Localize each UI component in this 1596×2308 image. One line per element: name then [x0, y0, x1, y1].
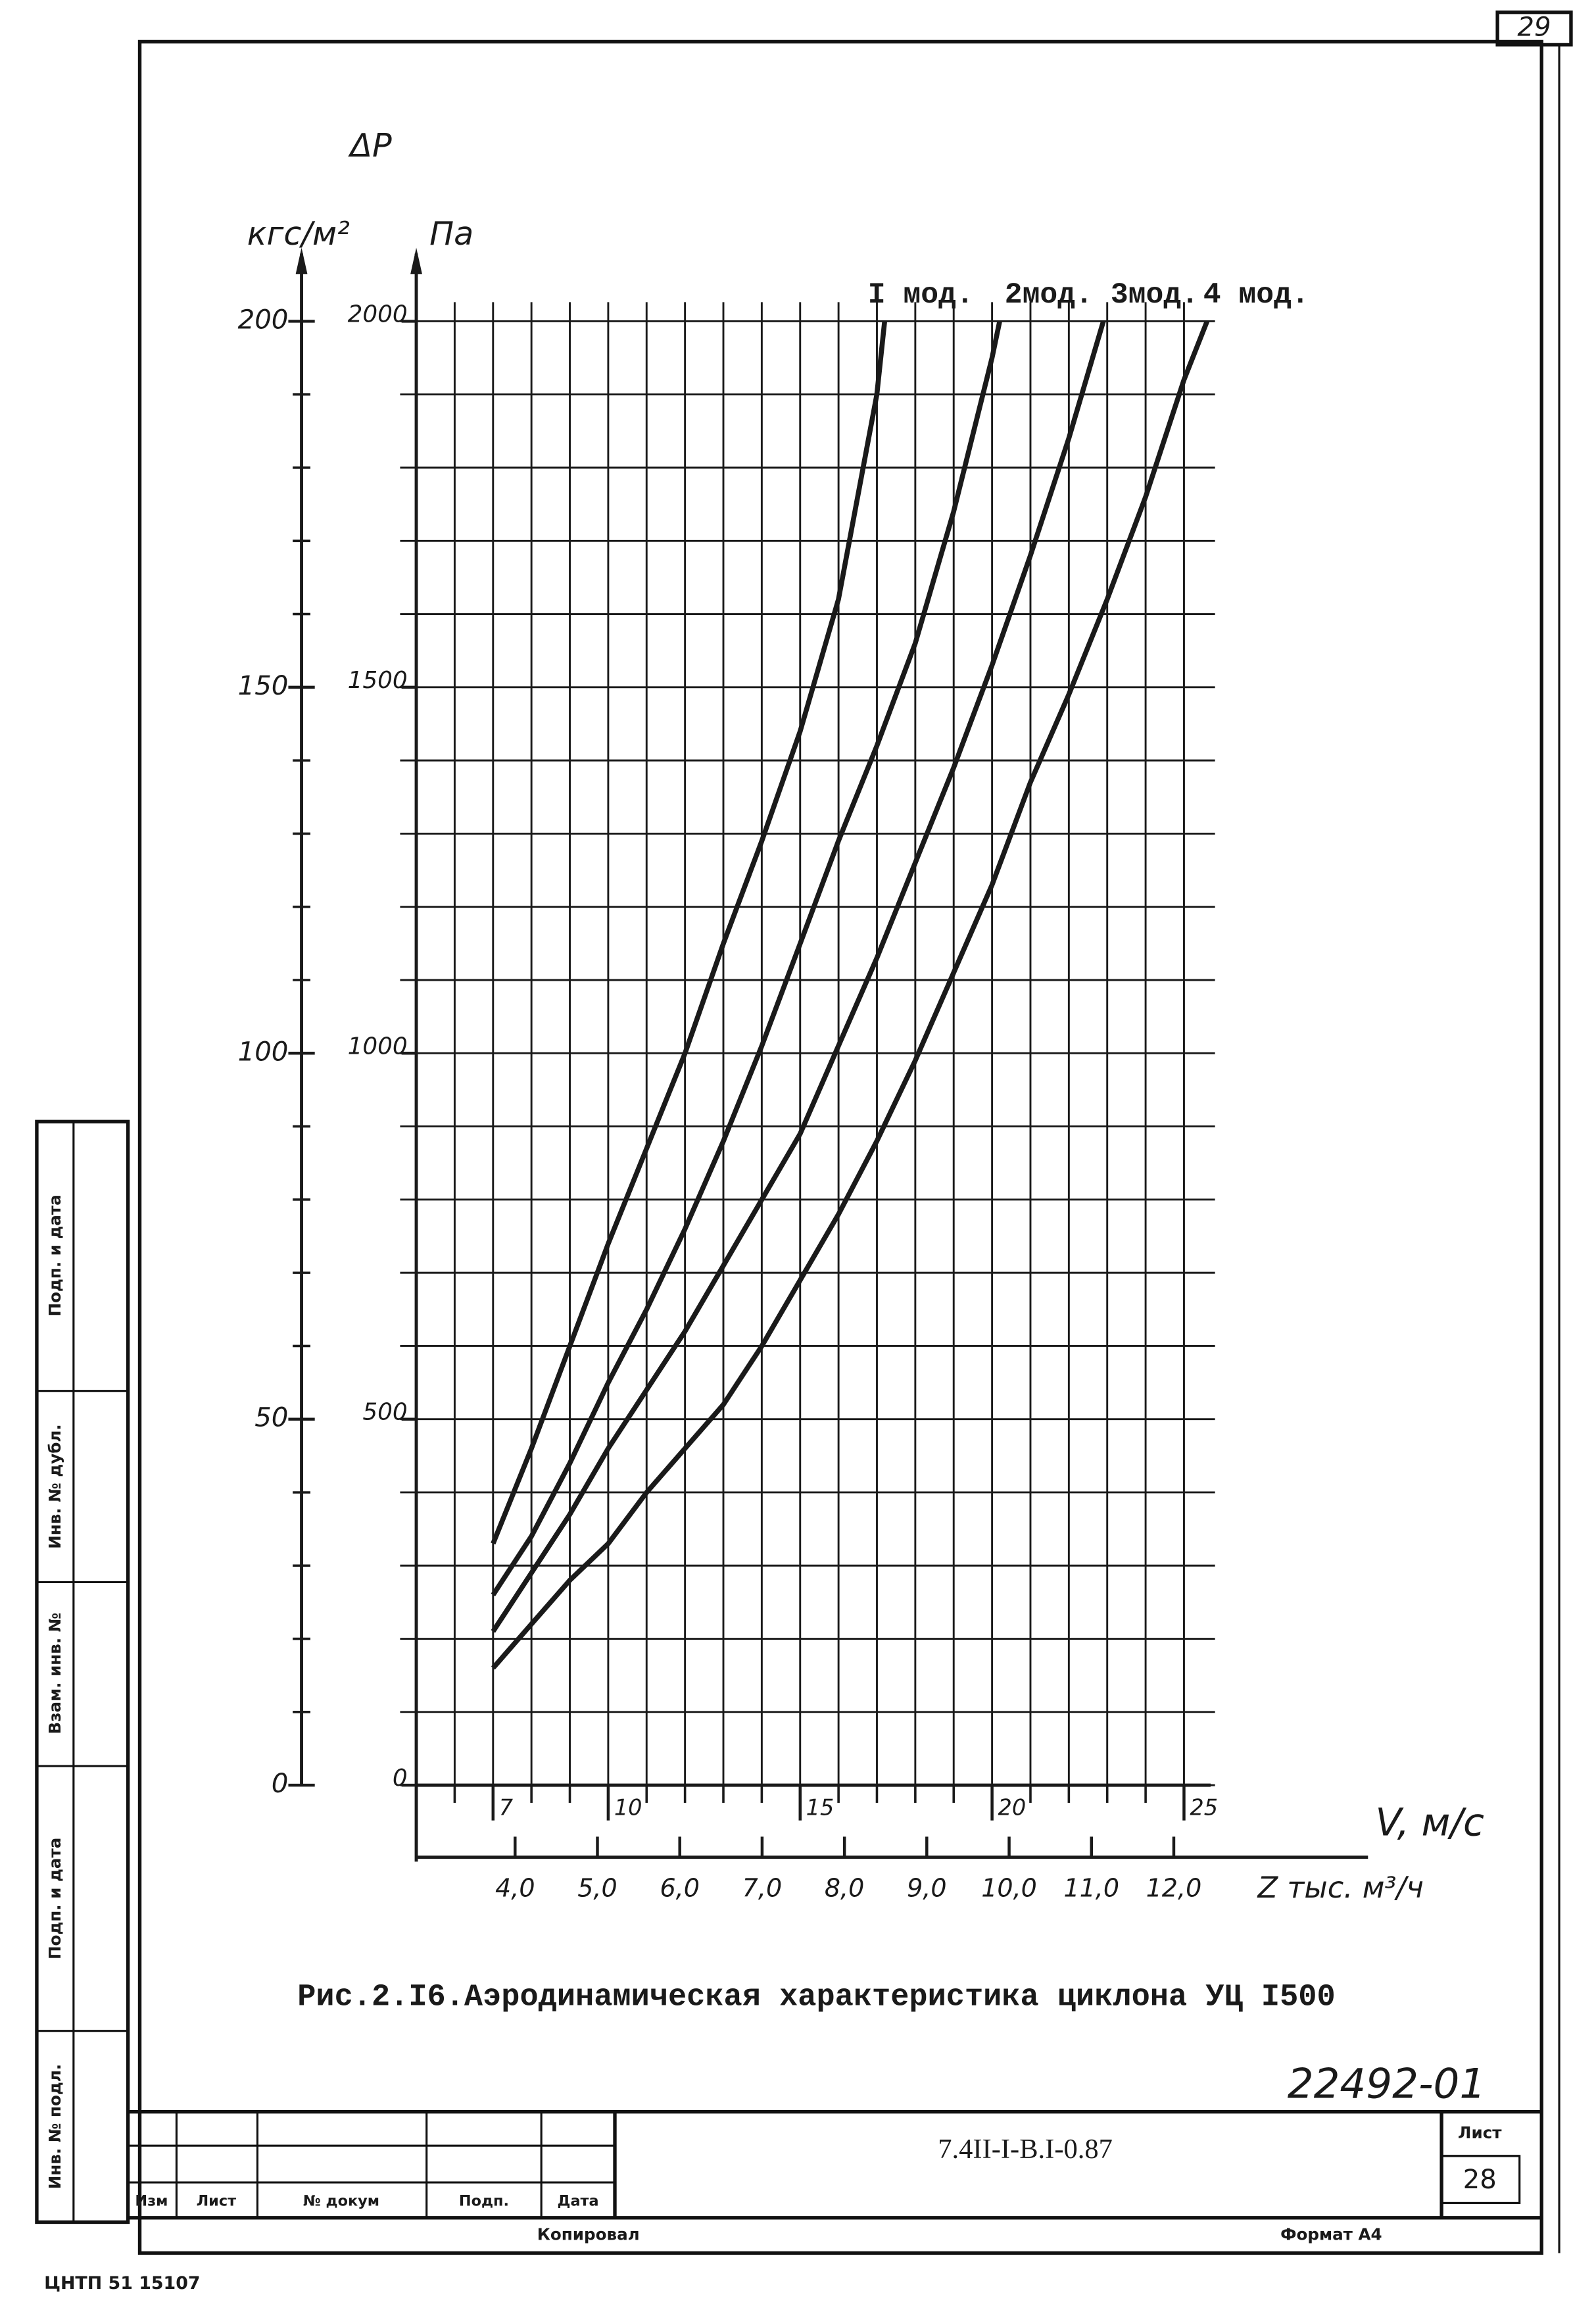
curve	[491, 320, 1002, 1596]
x-tick-label: 25	[1190, 1794, 1218, 1820]
y2-tick-label: 0	[272, 1769, 289, 1799]
column-label: Лист	[197, 2193, 236, 2210]
x-tick-label: 20	[998, 1794, 1027, 1820]
side-stamp-label: Подп. и дата	[45, 1838, 64, 1959]
x2-tick-label: 8,0	[825, 1873, 864, 1902]
y-axis-title: ΔP	[347, 126, 392, 164]
x2-tick-label: 12,0	[1146, 1873, 1202, 1902]
print-mark: ЦНТП 51 15107	[44, 2273, 200, 2294]
y2-axis-label: кгс/м²	[247, 214, 350, 253]
format-label: Формат А4	[1280, 2225, 1382, 2244]
column-label: Подп.	[459, 2193, 509, 2210]
page-number: 29	[1517, 12, 1551, 42]
x2-tick-label: 10,0	[981, 1873, 1037, 1902]
caption: Рис.2.I6.Аэродинамическая характеристика…	[297, 1980, 1335, 2015]
column-label: Дата	[558, 2193, 599, 2210]
sheet-number: 28	[1463, 2165, 1497, 2195]
side-stamp-label: Взам. инв. №	[45, 1613, 64, 1734]
side-stamp: Инв. № подл. Подп. и дата Взам. инв. № И…	[35, 1119, 130, 2224]
y-tick-label: 2000	[348, 301, 408, 328]
x2-tick-label: 5,0	[577, 1873, 617, 1902]
x2-tick-label: 7,0	[742, 1873, 782, 1902]
side-stamp-label: Подп. и дата	[45, 1194, 64, 1316]
legend-label: 2мод.	[1005, 279, 1093, 312]
x-axis-label: V, м/с	[1375, 1800, 1484, 1845]
side-stamp-label: Инв. № подл.	[45, 2064, 64, 2189]
drawing-code: 22492-01	[1288, 2060, 1486, 2108]
frame	[137, 39, 1543, 2255]
page-number-box	[1495, 11, 1573, 47]
y2-tick-label: 150	[238, 671, 289, 701]
y-tick-label: 500	[362, 1399, 407, 1426]
x-tick-label: 10	[614, 1794, 642, 1820]
x2-tick-label: 6,0	[660, 1873, 699, 1902]
curve	[491, 321, 888, 1545]
y2-tick-label: 200	[238, 305, 289, 335]
curve	[491, 320, 1210, 1670]
legend-label: I мод.	[868, 279, 974, 312]
sheet-label: Лист	[1458, 2123, 1502, 2142]
x-tick-label: 15	[806, 1794, 834, 1820]
column-label: № докум	[303, 2193, 379, 2210]
curve	[491, 320, 1106, 1633]
y-axis-arrow	[410, 247, 422, 274]
side-stamp-label: Инв. № дубл.	[45, 1424, 64, 1549]
x2-tick-label: 11,0	[1063, 1873, 1119, 1902]
column-label: Изм	[135, 2193, 168, 2210]
designation: 7.4II-I-B.I-0.87	[938, 2134, 1113, 2165]
sheet-number-box	[1440, 2155, 1521, 2204]
y-tick-label: 1500	[348, 667, 408, 694]
y-tick-label: 1000	[348, 1033, 408, 1060]
chart: ΔP кгс/м² Па V, м/с Z тыс. м³/ч 05001000…	[238, 126, 1484, 1905]
copied-label: Копировал	[537, 2225, 640, 2244]
x2-tick-label: 9,0	[907, 1873, 946, 1902]
x2-tick-label: 4,0	[495, 1873, 535, 1902]
legend-label: 4 мод.	[1203, 279, 1309, 312]
y2-tick-label: 50	[254, 1403, 288, 1433]
y2-axis-arrow	[295, 247, 308, 274]
title-block: Изм Лист № докум Подп. Дата 7.4II-I-B.I-…	[128, 2110, 1542, 2244]
y-tick-label: 0	[393, 1765, 408, 1792]
x2-axis-label: Z тыс. м³/ч	[1257, 1870, 1424, 1905]
x-tick-label: 7	[499, 1794, 514, 1820]
y2-tick-label: 100	[238, 1037, 289, 1067]
legend-label: 3мод.	[1111, 279, 1199, 312]
y-axis-label: Па	[429, 214, 473, 253]
side-stamp-box	[35, 1119, 130, 2224]
